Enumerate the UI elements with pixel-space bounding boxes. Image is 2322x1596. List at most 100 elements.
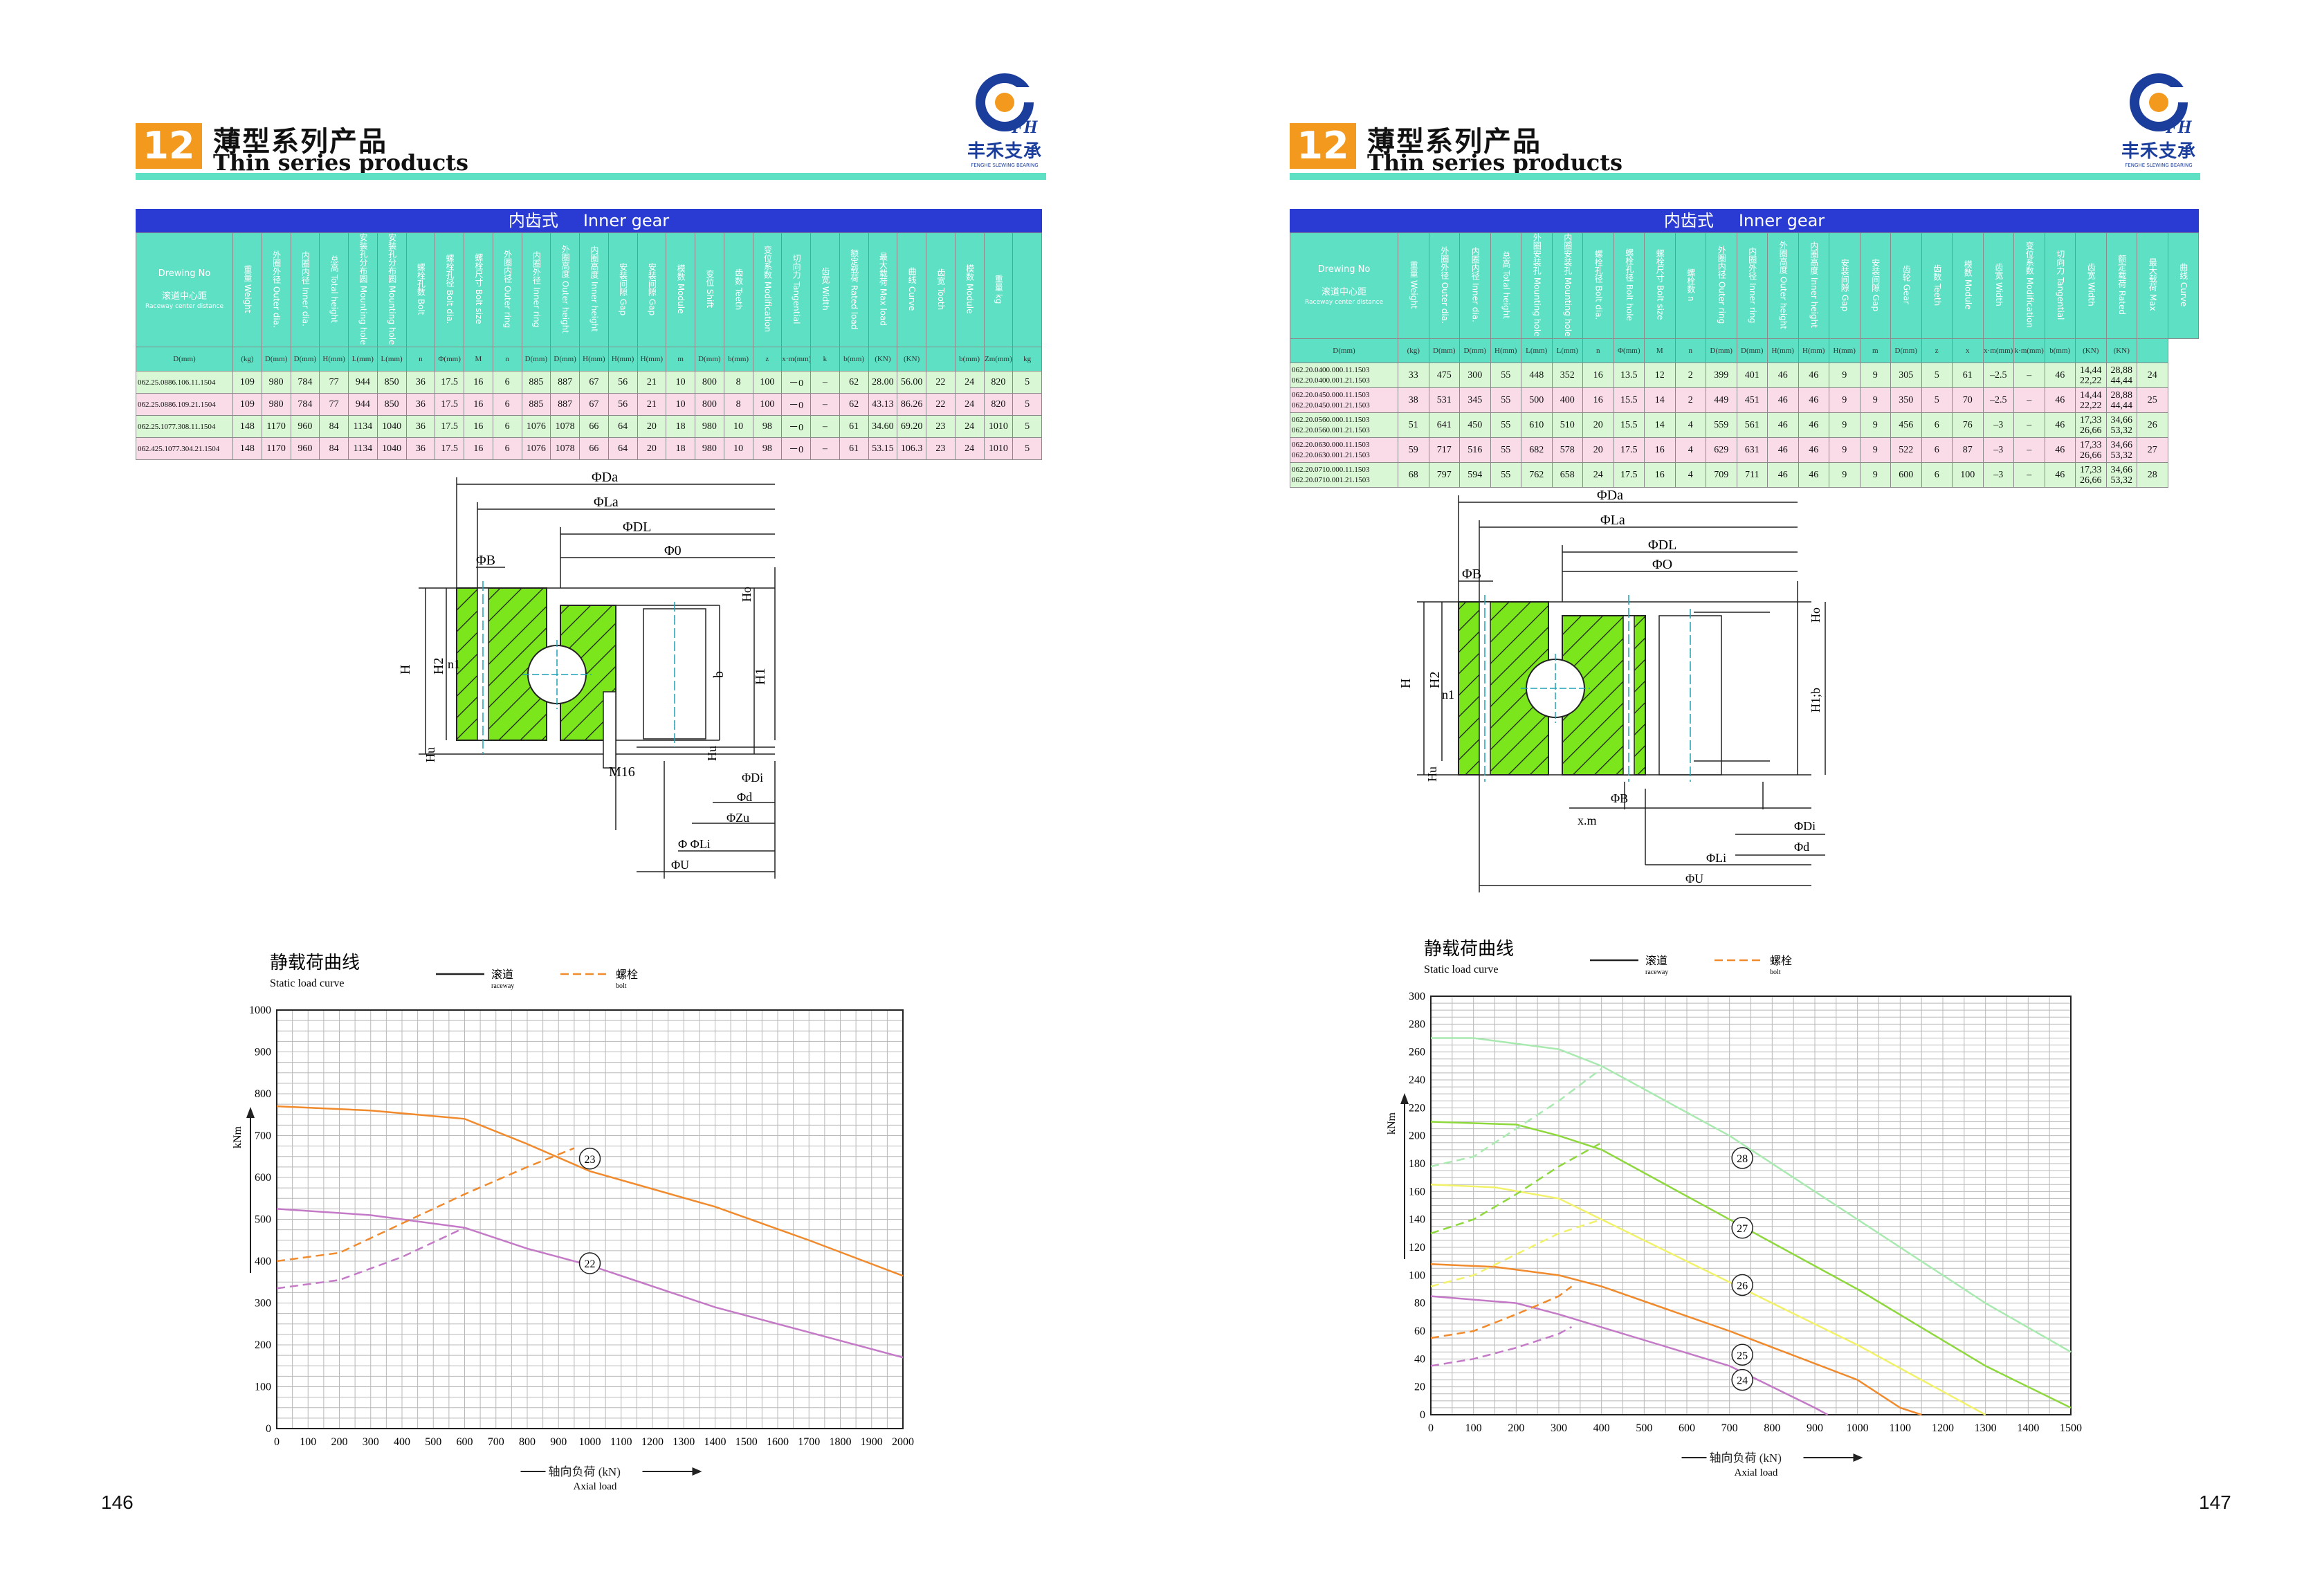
x-tick-label: 1000 [579,1436,601,1448]
series-line-bolt-23 [276,1147,575,1263]
unit-cell: L(mm) [1521,338,1553,364]
value-cell: 784 [290,393,320,416]
header-col-16: 安装间隙 Gap [1859,232,1891,340]
value-cell: 36 [405,371,436,394]
value-cell: 1134 [348,415,378,439]
unit-cell: D(mm) [1290,338,1398,364]
unit-cell: n [492,347,522,372]
value-cell: 10 [723,415,753,439]
label-n1: n1 [1442,688,1454,701]
header-col-27: 重量 kg [983,232,1014,348]
unit-cell: D(mm) [1428,338,1460,364]
x-tick-label: 1600 [767,1436,789,1448]
table-row: 062.20.0400.000.11.1503 062.20.0400.001.2… [1290,363,2199,389]
y-tick-label: 60 [1414,1326,1425,1337]
x-tick-label: 700 [1721,1422,1738,1434]
legend-label-en: bolt [616,982,627,990]
value-cell: 559 [1706,412,1737,439]
drawing-number-cell: 062.20.0710.000.11.1503 062.20.0710.001.2… [1290,462,1398,488]
svg-text:FH: FH [2165,117,2192,136]
unit-cell: b(mm) [723,347,753,372]
value-cell: 53.15 [868,437,898,461]
x-tick-label: 400 [394,1436,410,1448]
value-cell: 17.5 [435,437,464,461]
value-cell: 2 [1674,387,1706,414]
header-col-11: 内圈外径 Inner ring [521,232,551,348]
value-cell: 46 [1767,412,1799,439]
curve-label-marker [1731,1343,1753,1366]
value-cell: 46 [1798,412,1829,439]
value-cell: 14,44 22,22 [2075,387,2107,414]
table-row: 062.25.1077.308.11.1504 148 1170 960 84 1134 1… [136,415,1042,439]
section-title-cn: 薄型系列产品 [1367,125,1542,158]
value-cell: 17.5 [1613,437,1645,464]
value-cell: 21 [637,371,667,394]
value-cell: 887 [550,371,580,394]
value-cell: 800 [695,393,724,416]
value-cell: –2.5 [1982,363,2014,389]
value-cell: 9 [1829,412,1861,439]
value-cell: 17,33 26,66 [2075,437,2107,464]
value-cell: 62 [839,393,869,416]
value-cell: 9 [1859,437,1891,464]
header-rule [1290,173,2200,180]
header-col-1: 重量 Weight [1398,232,1429,340]
y-tick-label: 120 [1409,1242,1425,1254]
value-cell: 6 [492,415,522,439]
value-cell: 629 [1706,437,1737,464]
value-cell: 516 [1459,437,1491,464]
label-xm: x.m [1578,814,1597,827]
value-cell: 84 [319,415,349,439]
value-cell: 9 [1859,412,1891,439]
value-cell: –2.5 [1982,387,2014,414]
header-col-7: 螺栓孔数 Bolt [405,232,436,348]
header-col-18: 齿数 Teeth [1921,232,1953,340]
value-cell: – [810,437,840,461]
unit-cell: D(mm) [261,347,291,372]
value-cell: －0 [781,393,811,416]
y-tick-label: 300 [255,1298,271,1310]
x-tick-label: 800 [1764,1422,1780,1434]
label-di: ΦDi [742,771,763,785]
chart-title: 静载荷曲线 [1424,939,1514,959]
value-cell: 1040 [376,437,407,461]
label-h: H [398,665,413,675]
value-cell: 641 [1428,412,1460,439]
legend-label-en: raceway [491,982,514,990]
value-cell: 16 [464,393,493,416]
plot-frame [1430,996,2072,1415]
value-cell: 8 [723,393,753,416]
value-cell: 86.26 [897,393,926,416]
unit-cell: H(mm) [579,347,609,372]
y-tick-label: 20 [1414,1382,1425,1393]
value-cell: 33 [1398,363,1429,389]
unit-cell [2137,338,2168,364]
header-col-13: 外圈高度 Outer height [1767,232,1799,340]
y-tick-label: 40 [1414,1353,1425,1365]
x-tick-label: 100 [300,1436,316,1448]
value-cell: 522 [1890,437,1922,464]
table-title: 内齿式 Inner gear [1290,209,2199,232]
value-cell: －0 [781,415,811,439]
value-cell: 106.3 [897,437,926,461]
header-col-21: 变位系数 Modification [2013,232,2045,340]
plot-frame [276,1009,904,1429]
value-cell: 51 [1398,412,1429,439]
label-u: ΦU [1685,872,1703,886]
x-tick-label: 800 [519,1436,536,1448]
x-tick-label: 1100 [610,1436,632,1448]
curve-label: 23 [585,1154,596,1166]
value-cell: – [2013,462,2045,488]
x-tick-label: 700 [488,1436,504,1448]
series-line-raceway-23 [276,1105,904,1277]
series-line-raceway-26 [1430,1184,1986,1416]
value-cell: 61 [839,415,869,439]
x-axis-arrow-head [692,1467,702,1476]
header-col-13: 内圈高度 Inner height [579,232,609,348]
table-header-row: Drewing No 滚道中心距 Raceway center distance… [1290,232,2199,340]
label-b-height: b [711,671,726,678]
value-cell: 17,33 26,66 [2075,412,2107,439]
value-cell: 800 [695,371,724,394]
value-cell: 578 [1551,437,1583,464]
label-d: Φd [737,790,752,804]
